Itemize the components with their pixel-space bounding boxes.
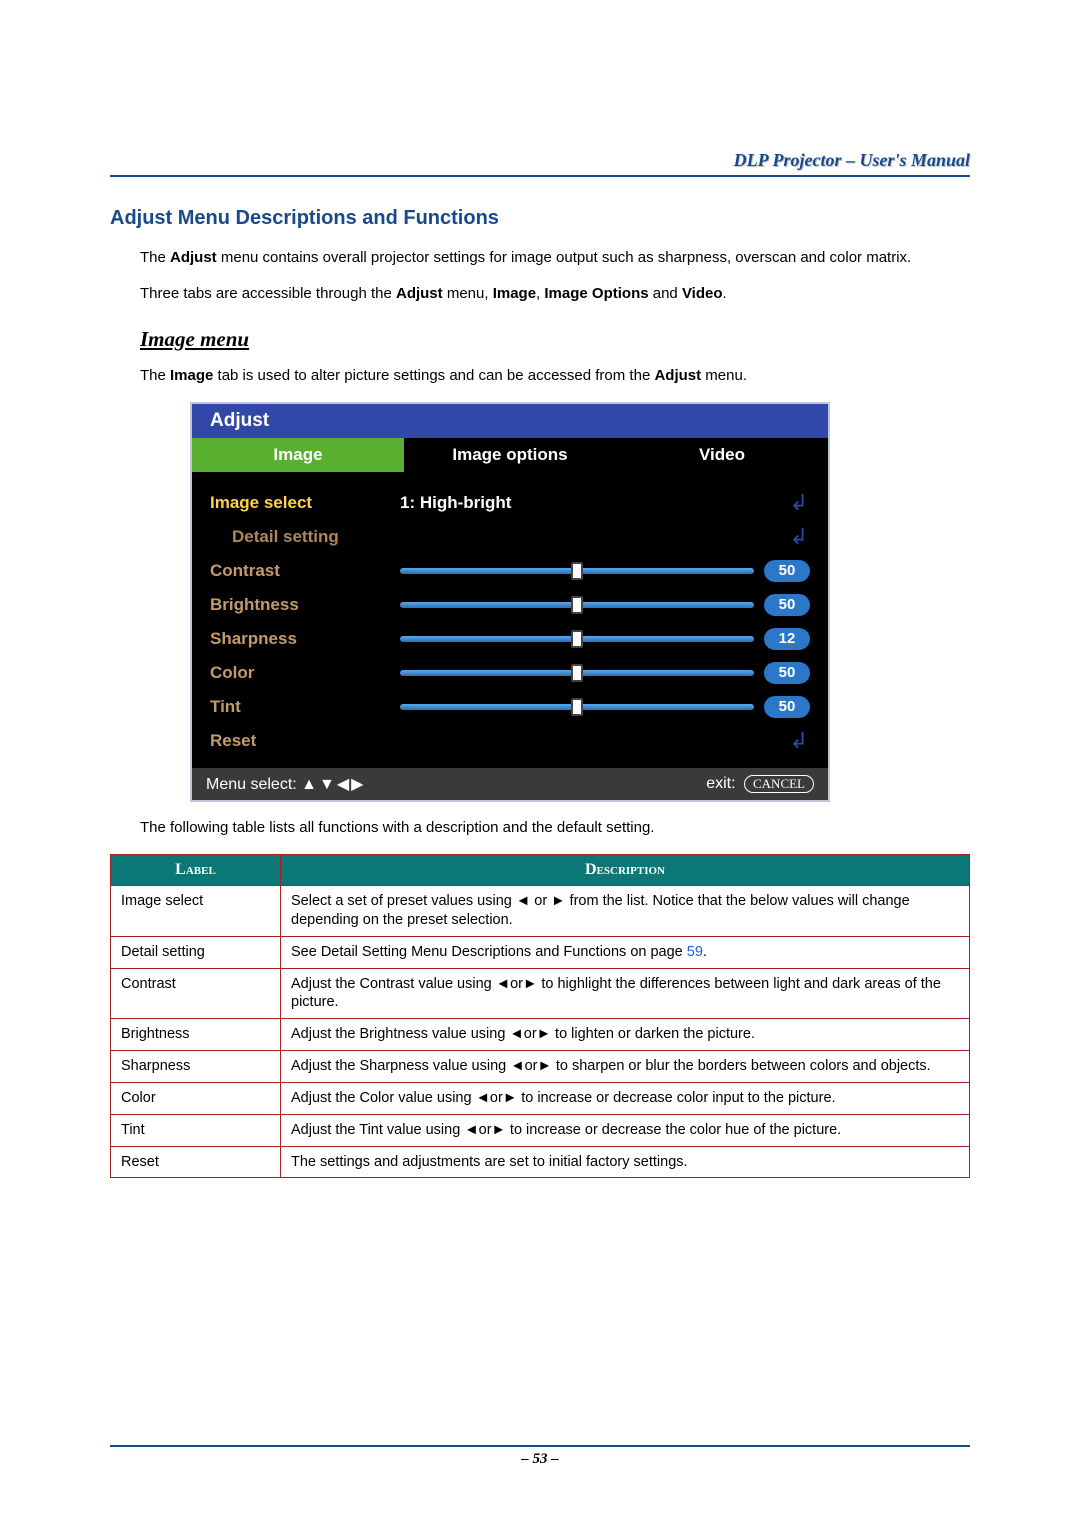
table-row: Color Adjust the Color value using ◄or► … (111, 1082, 970, 1114)
tab-image-options[interactable]: Image options (404, 438, 616, 472)
row-label: Sharpness (210, 629, 400, 649)
page-link[interactable]: 59 (687, 944, 703, 960)
table-row: Tint Adjust the Tint value using ◄or► to… (111, 1114, 970, 1146)
image-menu-subhead: Image menu (140, 327, 970, 352)
slider-value: 50 (764, 696, 810, 718)
table-row: Detail setting See Detail Setting Menu D… (111, 936, 970, 968)
slider-sharpness[interactable] (400, 633, 754, 645)
tab-video[interactable]: Video (616, 438, 828, 472)
running-head: DLP Projector – User's Manual (110, 150, 970, 171)
slider-thumb[interactable] (571, 698, 583, 716)
osd-footer: Menu select: ▲▼◀▶ exit: CANCEL (192, 768, 828, 800)
row-color[interactable]: Color 50 (210, 656, 810, 690)
row-label: Contrast (210, 561, 400, 581)
row-label: Reset (210, 731, 400, 751)
slider-contrast[interactable] (400, 565, 754, 577)
slider-value: 50 (764, 560, 810, 582)
slider-value: 50 (764, 662, 810, 684)
slider-thumb[interactable] (571, 664, 583, 682)
row-label: Color (210, 663, 400, 683)
row-label: Brightness (210, 595, 400, 615)
row-label: Detail setting (210, 527, 400, 547)
slider-thumb[interactable] (571, 596, 583, 614)
table-row: Contrast Adjust the Contrast value using… (111, 968, 970, 1019)
slider-color[interactable] (400, 667, 754, 679)
table-row: Image select Select a set of preset valu… (111, 886, 970, 937)
page-number: – 53 – (110, 1451, 970, 1468)
slider-value: 12 (764, 628, 810, 650)
row-sharpness[interactable]: Sharpness 12 (210, 622, 810, 656)
intro-paragraph-1: The Adjust menu contains overall project… (140, 248, 966, 268)
th-description: Description (281, 855, 970, 886)
intro-paragraph-2: Three tabs are accessible through the Ad… (140, 284, 966, 304)
slider-value: 50 (764, 594, 810, 616)
nav-arrows-icon: ▲▼◀▶ (301, 776, 365, 793)
slider-thumb[interactable] (571, 630, 583, 648)
table-intro: The following table lists all functions … (140, 818, 966, 838)
osd-screenshot: Adjust Image Image options Video Image s… (190, 402, 830, 802)
tab-image[interactable]: Image (192, 438, 404, 472)
table-row: Brightness Adjust the Brightness value u… (111, 1019, 970, 1051)
row-label: Tint (210, 697, 400, 717)
slider-brightness[interactable] (400, 599, 754, 611)
osd-body: Image select 1: High-bright ↲ Detail set… (192, 472, 828, 768)
exit-hint: exit: CANCEL (706, 775, 814, 793)
row-value: 1: High-bright (400, 493, 790, 513)
slider-tint[interactable] (400, 701, 754, 713)
slider-thumb[interactable] (571, 562, 583, 580)
enter-icon: ↲ (790, 728, 810, 754)
row-reset[interactable]: Reset ↲ (210, 724, 810, 758)
row-tint[interactable]: Tint 50 (210, 690, 810, 724)
table-row: Sharpness Adjust the Sharpness value usi… (111, 1051, 970, 1083)
osd-titlebar: Adjust (192, 404, 828, 438)
row-detail-setting[interactable]: Detail setting ↲ (210, 520, 810, 554)
description-table: Label Description Image select Select a … (110, 854, 970, 1178)
osd-tab-row: Image Image options Video (192, 438, 828, 472)
row-label: Image select (210, 493, 400, 513)
page-footer: – 53 – (110, 1445, 970, 1468)
header-rule (110, 175, 970, 177)
cancel-button-icon: CANCEL (744, 775, 814, 793)
th-label: Label (111, 855, 281, 886)
enter-icon: ↲ (790, 524, 810, 550)
enter-icon: ↲ (790, 490, 810, 516)
row-image-select[interactable]: Image select 1: High-bright ↲ (210, 486, 810, 520)
row-brightness[interactable]: Brightness 50 (210, 588, 810, 622)
section-title: Adjust Menu Descriptions and Functions (110, 207, 970, 230)
table-row: Reset The settings and adjustments are s… (111, 1146, 970, 1178)
image-menu-intro: The Image tab is used to alter picture s… (140, 366, 966, 386)
menu-select-hint: Menu select: ▲▼◀▶ (206, 774, 365, 794)
footer-rule (110, 1445, 970, 1447)
row-contrast[interactable]: Contrast 50 (210, 554, 810, 588)
